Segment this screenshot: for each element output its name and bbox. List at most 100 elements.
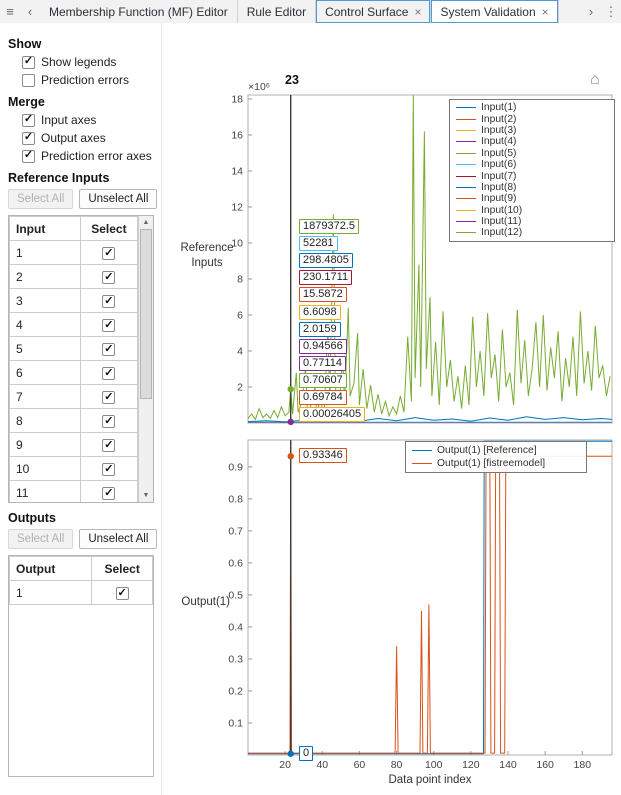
table-row[interactable]: 3 xyxy=(9,288,139,313)
table-row[interactable]: 10 xyxy=(9,456,139,481)
table-row[interactable]: 1 xyxy=(9,240,139,265)
legend-entry-input-12[interactable]: Input(12) xyxy=(456,227,608,238)
datatip[interactable]: 15.5872 xyxy=(299,287,347,302)
tab-control-surface[interactable]: Control Surface × xyxy=(316,0,432,23)
output-chart[interactable]: 0.1 0.2 0.3 0.4 0.5 0.6 0.7 0.8 0.9 20 40 60 80 100 12… xyxy=(162,438,621,795)
table-row[interactable]: 4 xyxy=(9,312,139,337)
y-tick-label: 14 xyxy=(231,165,243,177)
legend-entry-input-5[interactable]: Input(5) xyxy=(456,148,608,159)
row-label-cell: 7 xyxy=(9,384,81,409)
datatip[interactable]: 0.00026405 xyxy=(299,407,366,422)
row-checkbox[interactable] xyxy=(102,391,116,405)
unselect-all-inputs-button[interactable]: Unselect All xyxy=(79,189,158,209)
row-checkbox[interactable] xyxy=(102,319,116,333)
select-all-inputs-button[interactable]: Select All xyxy=(8,189,74,209)
datatip[interactable]: 0 xyxy=(299,746,314,761)
home-icon[interactable]: ⌂ xyxy=(590,71,600,88)
y-tick-label: 2 xyxy=(237,381,243,393)
row-checkbox[interactable] xyxy=(102,439,116,453)
legend-label: Input(10) xyxy=(481,204,523,216)
outputs-legend[interactable]: Output(1) [Reference] Output(1) [fistreem… xyxy=(405,441,587,473)
row-checkbox[interactable] xyxy=(102,463,116,477)
datatip[interactable]: 0.94566 xyxy=(299,339,347,354)
table-row[interactable]: 11 xyxy=(9,480,139,502)
datatip[interactable]: 52281 xyxy=(299,236,338,251)
cursor-marker[interactable] xyxy=(287,385,294,393)
row-checkbox[interactable] xyxy=(102,415,116,429)
table-row[interactable]: 1 xyxy=(9,580,153,605)
legend-entry-input-4[interactable]: Input(4) xyxy=(456,136,608,147)
datatip[interactable]: 230.1711 xyxy=(299,270,353,285)
datatip[interactable]: 298.4805 xyxy=(299,253,353,268)
checkbox-input-axes[interactable] xyxy=(22,113,35,127)
legend-entry-input-9[interactable]: Input(9) xyxy=(456,193,608,204)
table-row[interactable]: 5 xyxy=(9,336,139,361)
datatip[interactable]: 1879372.5 xyxy=(299,219,359,234)
y-tick-label: 8 xyxy=(237,273,243,285)
checkbox-prediction-error-axes[interactable] xyxy=(22,149,35,163)
row-checkbox[interactable] xyxy=(102,295,116,309)
tab-membership-function-mf-editor[interactable]: Membership Function (MF) Editor xyxy=(40,0,238,23)
legend-entry-input-10[interactable]: Input(10) xyxy=(456,205,608,216)
close-icon[interactable]: × xyxy=(541,4,549,19)
legend-entry-input-2[interactable]: Input(2) xyxy=(456,113,608,125)
legend-entry-input-7[interactable]: Input(7) xyxy=(456,170,608,182)
checkbox-output-axes[interactable] xyxy=(22,131,35,145)
datatip[interactable]: 6.6098 xyxy=(299,305,341,320)
legend-entry-input-1[interactable]: Input(1) xyxy=(456,102,608,113)
legend-entry-input-11[interactable]: Input(11) xyxy=(456,216,608,227)
table-row[interactable]: 7 xyxy=(9,384,139,409)
scroll-up-icon[interactable]: ▲ xyxy=(142,219,150,226)
menu-icon[interactable]: ≡ xyxy=(6,4,14,19)
row-checkbox[interactable] xyxy=(115,587,129,601)
y-axis-label: Reference Inputs xyxy=(180,242,234,269)
table-scrollbar[interactable]: ▲ ▼ xyxy=(138,216,153,502)
row-checkbox[interactable] xyxy=(102,367,116,381)
legend-label: Input(3) xyxy=(481,124,517,136)
outputs-buttons: Select All Unselect All xyxy=(8,529,161,549)
y-axis-label: Output(1) xyxy=(181,596,230,608)
cursor-marker[interactable] xyxy=(287,452,294,460)
checkbox-prediction-errors[interactable] xyxy=(22,73,35,87)
legend-line-swatch xyxy=(456,175,476,177)
datatip[interactable]: 2.0159 xyxy=(299,322,341,337)
datatip[interactable]: 0.93346 xyxy=(299,448,347,463)
table-row[interactable]: 9 xyxy=(9,432,139,457)
table-row[interactable]: 2 xyxy=(9,264,139,289)
chevron-right-icon[interactable]: › xyxy=(588,4,594,19)
row-label-cell: 1 xyxy=(9,580,93,605)
row-checkbox[interactable] xyxy=(102,487,116,501)
inputs-legend[interactable]: Input(1) Input(2) Input(3) Input(4) Input(5)… xyxy=(449,99,615,242)
row-checkbox[interactable] xyxy=(102,271,116,285)
scrollbar-thumb[interactable] xyxy=(140,229,152,399)
row-select-cell xyxy=(79,336,139,361)
legend-entry-input-3[interactable]: Input(3) xyxy=(456,125,608,136)
cursor-marker[interactable] xyxy=(287,418,294,426)
legend-entry-input-8[interactable]: Input(8) xyxy=(456,182,608,193)
overflow-menu-icon[interactable]: ⋮ xyxy=(604,3,618,19)
table-row[interactable]: 6 xyxy=(9,360,139,385)
cursor-value-label[interactable]: 23 xyxy=(285,73,299,87)
reference-inputs-chart[interactable]: 2 4 6 8 10 12 14 16 18 Reference Inputs ×10⁶ 23 … xyxy=(162,23,621,438)
datatip[interactable]: 0.70607 xyxy=(299,373,347,388)
legend-entry-output-1-fistreemodel[interactable]: Output(1) [fistreemodel] xyxy=(412,457,580,470)
datatip[interactable]: 0.77114 xyxy=(299,356,346,371)
tab-label: Control Surface xyxy=(325,4,409,19)
reference-inputs-table: InputSelect1234567891011 ▲ ▼ xyxy=(8,215,154,503)
unselect-all-outputs-button[interactable]: Unselect All xyxy=(79,529,158,549)
row-checkbox[interactable] xyxy=(102,343,116,357)
tab-rule-editor[interactable]: Rule Editor xyxy=(238,0,317,23)
checkbox-show-legends[interactable] xyxy=(22,55,35,69)
row-checkbox[interactable] xyxy=(102,247,116,261)
tab-system-validation[interactable]: System Validation × xyxy=(431,0,559,23)
table-row[interactable]: 8 xyxy=(9,408,139,433)
close-icon[interactable]: × xyxy=(414,4,422,19)
legend-entry-input-6[interactable]: Input(6) xyxy=(456,159,608,170)
datatip[interactable]: 0.69784 xyxy=(299,390,347,405)
scroll-down-icon[interactable]: ▼ xyxy=(142,492,150,499)
scrollbar-track[interactable] xyxy=(139,229,153,489)
cursor-marker[interactable] xyxy=(287,750,294,757)
chevron-left-icon[interactable]: ‹ xyxy=(27,4,33,19)
legend-entry-output-1-reference[interactable]: Output(1) [Reference] xyxy=(412,444,580,457)
select-all-outputs-button[interactable]: Select All xyxy=(8,529,74,549)
